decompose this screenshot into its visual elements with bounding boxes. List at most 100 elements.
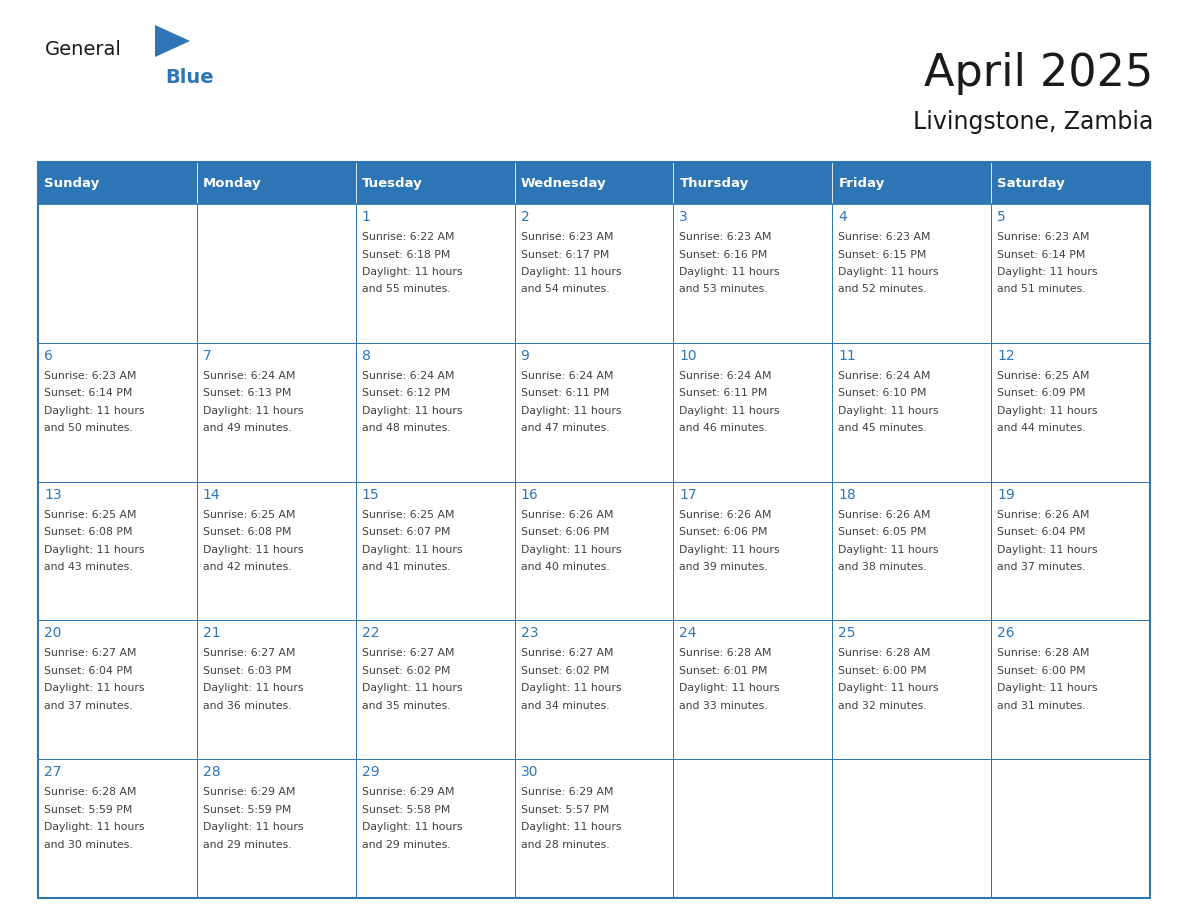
Text: Sunrise: 6:29 AM: Sunrise: 6:29 AM [520,788,613,797]
Bar [197,204,355,342]
Bar [197,621,355,759]
Text: Sunset: 6:11 PM: Sunset: 6:11 PM [680,388,767,398]
Bar [991,621,1150,759]
Bar [514,204,674,342]
Bar [38,759,197,898]
Bar [674,482,833,621]
Bar [991,162,1150,204]
Text: and 53 minutes.: and 53 minutes. [680,285,769,295]
Text: and 37 minutes.: and 37 minutes. [997,562,1086,572]
Text: Sunset: 6:05 PM: Sunset: 6:05 PM [839,527,927,537]
Bar [674,162,833,204]
Text: and 55 minutes.: and 55 minutes. [361,285,450,295]
Bar [197,482,355,621]
Text: 10: 10 [680,349,697,363]
Text: Sunset: 5:59 PM: Sunset: 5:59 PM [44,805,132,814]
Text: Daylight: 11 hours: Daylight: 11 hours [839,544,939,554]
Text: 14: 14 [203,487,221,501]
Text: Sunrise: 6:29 AM: Sunrise: 6:29 AM [361,788,454,797]
Text: Daylight: 11 hours: Daylight: 11 hours [203,683,303,693]
Text: Sunrise: 6:28 AM: Sunrise: 6:28 AM [997,648,1089,658]
Bar [38,342,197,482]
Text: 5: 5 [997,210,1006,224]
Text: Sunrise: 6:28 AM: Sunrise: 6:28 AM [839,648,930,658]
Bar [833,759,991,898]
Text: and 40 minutes.: and 40 minutes. [520,562,609,572]
Text: Daylight: 11 hours: Daylight: 11 hours [203,823,303,833]
Text: and 39 minutes.: and 39 minutes. [680,562,769,572]
Text: Sunrise: 6:26 AM: Sunrise: 6:26 AM [997,509,1089,520]
Text: Sunrise: 6:24 AM: Sunrise: 6:24 AM [520,371,613,381]
Text: and 46 minutes.: and 46 minutes. [680,423,769,433]
Bar [674,204,833,342]
Text: 6: 6 [44,349,53,363]
Text: and 43 minutes.: and 43 minutes. [44,562,133,572]
Bar [355,482,514,621]
Text: 24: 24 [680,626,697,641]
Text: Daylight: 11 hours: Daylight: 11 hours [520,823,621,833]
Text: Daylight: 11 hours: Daylight: 11 hours [680,683,781,693]
Text: Daylight: 11 hours: Daylight: 11 hours [997,267,1098,277]
Text: Sunrise: 6:24 AM: Sunrise: 6:24 AM [203,371,296,381]
Bar [833,204,991,342]
Bar [991,482,1150,621]
Text: Sunrise: 6:27 AM: Sunrise: 6:27 AM [520,648,613,658]
Bar [991,342,1150,482]
Text: Daylight: 11 hours: Daylight: 11 hours [680,544,781,554]
Text: Sunrise: 6:26 AM: Sunrise: 6:26 AM [520,509,613,520]
Bar [38,162,197,204]
Text: Sunset: 6:15 PM: Sunset: 6:15 PM [839,250,927,260]
Text: Daylight: 11 hours: Daylight: 11 hours [520,683,621,693]
Bar [833,621,991,759]
Text: 15: 15 [361,487,379,501]
Text: Daylight: 11 hours: Daylight: 11 hours [203,544,303,554]
Text: Daylight: 11 hours: Daylight: 11 hours [361,544,462,554]
Text: and 37 minutes.: and 37 minutes. [44,701,133,711]
Text: 13: 13 [44,487,62,501]
Text: and 45 minutes.: and 45 minutes. [839,423,927,433]
Text: Daylight: 11 hours: Daylight: 11 hours [203,406,303,416]
Bar [674,759,833,898]
Text: 8: 8 [361,349,371,363]
Text: Sunset: 6:14 PM: Sunset: 6:14 PM [997,250,1086,260]
Text: Sunrise: 6:27 AM: Sunrise: 6:27 AM [203,648,296,658]
Text: 16: 16 [520,487,538,501]
Text: and 33 minutes.: and 33 minutes. [680,701,769,711]
Text: Daylight: 11 hours: Daylight: 11 hours [361,683,462,693]
Text: Friday: Friday [839,176,885,189]
Bar [38,162,1150,898]
Text: 12: 12 [997,349,1015,363]
Text: Sunrise: 6:24 AM: Sunrise: 6:24 AM [839,371,930,381]
Text: 19: 19 [997,487,1015,501]
Text: Daylight: 11 hours: Daylight: 11 hours [680,406,781,416]
Bar [197,342,355,482]
Text: Sunset: 6:04 PM: Sunset: 6:04 PM [44,666,133,676]
Text: Daylight: 11 hours: Daylight: 11 hours [839,267,939,277]
Text: Sunset: 6:08 PM: Sunset: 6:08 PM [203,527,291,537]
Text: Sunrise: 6:26 AM: Sunrise: 6:26 AM [839,509,930,520]
Text: 17: 17 [680,487,697,501]
Text: Sunrise: 6:24 AM: Sunrise: 6:24 AM [680,371,772,381]
Text: 3: 3 [680,210,688,224]
Text: Sunset: 6:13 PM: Sunset: 6:13 PM [203,388,291,398]
Polygon shape [154,25,190,57]
Text: Daylight: 11 hours: Daylight: 11 hours [839,406,939,416]
Text: Sunrise: 6:25 AM: Sunrise: 6:25 AM [361,509,454,520]
Text: Thursday: Thursday [680,176,748,189]
Text: 29: 29 [361,766,379,779]
Text: Sunrise: 6:23 AM: Sunrise: 6:23 AM [520,232,613,242]
Text: Sunset: 6:11 PM: Sunset: 6:11 PM [520,388,609,398]
Bar [833,482,991,621]
Text: Monday: Monday [203,176,261,189]
Bar [674,342,833,482]
Bar [355,204,514,342]
Text: and 34 minutes.: and 34 minutes. [520,701,609,711]
Text: 4: 4 [839,210,847,224]
Text: 28: 28 [203,766,221,779]
Text: 20: 20 [44,626,62,641]
Bar [514,759,674,898]
Bar [355,621,514,759]
Bar [514,342,674,482]
Text: and 35 minutes.: and 35 minutes. [361,701,450,711]
Bar [38,482,197,621]
